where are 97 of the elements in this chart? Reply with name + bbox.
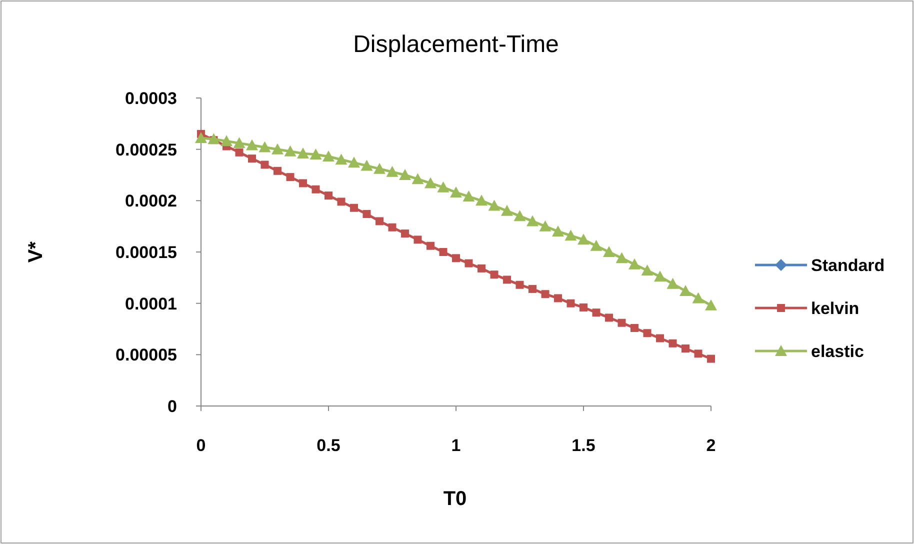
- point: [628, 258, 640, 270]
- point: [476, 194, 488, 206]
- point: [694, 350, 702, 358]
- point: [705, 299, 717, 310]
- point: [603, 246, 615, 257]
- point: [654, 270, 666, 282]
- point: [322, 150, 334, 162]
- point: [284, 145, 296, 156]
- point: [195, 132, 207, 144]
- point: [335, 154, 348, 165]
- point: [516, 280, 524, 289]
- point: [692, 292, 704, 304]
- y-tick-label: 0.0002: [125, 192, 177, 211]
- point: [324, 192, 332, 200]
- point: [450, 186, 462, 198]
- point: [414, 236, 422, 244]
- point: [437, 181, 450, 192]
- point: [707, 354, 715, 363]
- legend-label: Standard: [811, 256, 885, 275]
- point: [350, 204, 358, 212]
- x-tick-label: 0.5: [316, 436, 340, 455]
- point: [297, 147, 309, 158]
- point: [299, 179, 307, 188]
- x-tick-label: 0: [196, 436, 206, 455]
- point: [514, 210, 526, 222]
- point: [541, 290, 550, 298]
- point: [362, 210, 371, 218]
- legend-label: elastic: [811, 342, 864, 361]
- point: [401, 230, 409, 238]
- point: [220, 135, 232, 146]
- point: [592, 308, 600, 317]
- point: [478, 264, 486, 272]
- point: [526, 215, 538, 226]
- point: [258, 141, 271, 152]
- point: [399, 169, 411, 180]
- point: [388, 223, 396, 232]
- point: [374, 162, 386, 174]
- point: [439, 248, 448, 256]
- point: [337, 198, 346, 206]
- point: [248, 154, 256, 163]
- point: [616, 252, 628, 264]
- point: [539, 220, 552, 232]
- point: [286, 173, 294, 182]
- x-tick-label: 1.5: [572, 436, 596, 455]
- point: [641, 264, 654, 276]
- point: [260, 160, 269, 169]
- point: [452, 254, 460, 262]
- legend-label: kelvin: [811, 298, 860, 318]
- point: [564, 230, 577, 241]
- chart-title: Displacement-Time: [353, 31, 559, 58]
- y-tick-label: 0.00025: [116, 140, 177, 160]
- point: [462, 190, 475, 202]
- point: [233, 137, 246, 148]
- x-tick-label: 1: [451, 436, 461, 455]
- point: [464, 259, 473, 268]
- point: [666, 278, 679, 289]
- point: [376, 217, 384, 226]
- point: [605, 314, 613, 322]
- point: [501, 204, 513, 216]
- point: [348, 156, 360, 168]
- point: [618, 318, 626, 327]
- y-tick-label: 0.0001: [125, 294, 177, 314]
- x-tick-label: 2: [706, 436, 716, 455]
- point: [272, 143, 284, 154]
- point: [630, 324, 638, 332]
- point: [310, 148, 322, 160]
- point: [680, 285, 692, 296]
- point: [578, 234, 590, 245]
- point: [682, 344, 690, 353]
- point: [554, 294, 562, 302]
- x-axis-title: T0: [443, 488, 467, 510]
- point: [412, 173, 424, 184]
- point: [246, 139, 258, 150]
- point: [552, 225, 564, 236]
- point: [668, 339, 677, 348]
- y-tick-label: 0: [168, 396, 177, 416]
- point: [566, 299, 575, 308]
- point: [528, 284, 536, 293]
- point: [490, 270, 498, 279]
- point: [235, 148, 244, 156]
- y-tick-label: 0.00015: [116, 242, 177, 262]
- point: [360, 160, 373, 171]
- point: [312, 185, 320, 194]
- y-tick-label: 0.0003: [125, 88, 177, 108]
- point: [488, 200, 500, 211]
- point: [580, 303, 588, 312]
- point: [643, 329, 652, 338]
- point: [386, 166, 398, 177]
- y-tick-label: 0.00005: [116, 346, 177, 365]
- point: [590, 240, 602, 251]
- point: [208, 133, 220, 144]
- point: [274, 166, 282, 175]
- y-axis-title: V*: [25, 241, 47, 263]
- point: [424, 177, 436, 188]
- point: [503, 276, 511, 284]
- point: [426, 242, 434, 250]
- point: [656, 334, 664, 342]
